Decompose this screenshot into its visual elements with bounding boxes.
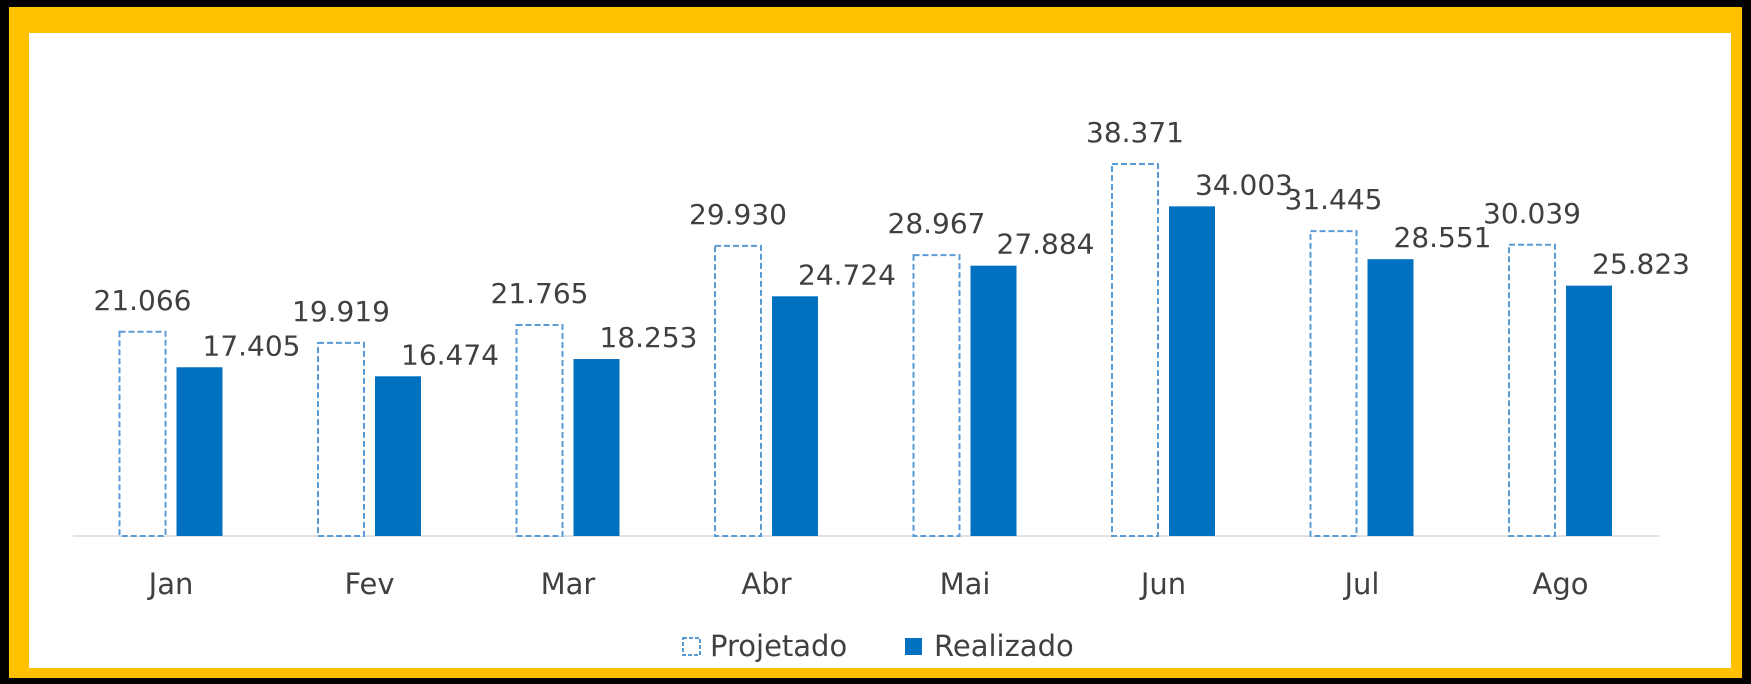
bar (1566, 285, 1612, 536)
data-label: 28.967 (888, 207, 986, 240)
data-label: 38.371 (1086, 116, 1184, 149)
x-tick-label: Ago (1533, 567, 1589, 601)
legend-swatch (905, 638, 922, 655)
data-label: 27.884 (997, 228, 1095, 261)
legend-swatch (682, 637, 701, 656)
data-label: 34.003 (1195, 168, 1293, 201)
x-tick-label: Mai (940, 567, 991, 601)
data-label: 21.765 (491, 277, 589, 310)
x-tick-label: Fev (344, 567, 394, 601)
bar (176, 367, 223, 536)
data-label: 19.919 (292, 295, 390, 328)
x-tick-label: Mar (541, 567, 596, 601)
data-label: 25.823 (1592, 248, 1690, 281)
bar (1367, 259, 1414, 536)
legend-label: Realizado (934, 629, 1074, 663)
panel (29, 33, 1731, 668)
bar (515, 323, 564, 538)
x-tick-label: Jan (147, 567, 194, 601)
bar (573, 359, 620, 536)
bar (970, 265, 1017, 536)
bar (1309, 230, 1358, 537)
data-label: 16.474 (401, 338, 499, 371)
bar (1508, 243, 1556, 537)
data-label: 18.253 (600, 321, 698, 354)
bar (912, 254, 961, 537)
bar (1111, 163, 1159, 537)
x-tick-label: Jun (1139, 567, 1186, 601)
data-label: 31.445 (1285, 183, 1383, 216)
data-label: 24.724 (798, 258, 896, 291)
bar (118, 330, 167, 537)
data-label: 28.551 (1394, 221, 1492, 254)
bar (714, 244, 762, 537)
x-tick-label: Jul (1343, 567, 1380, 601)
bar (375, 376, 421, 536)
data-label: 29.930 (689, 198, 787, 231)
bar (317, 341, 365, 537)
bar (1169, 206, 1215, 536)
data-label: 30.039 (1483, 197, 1581, 230)
bar (772, 296, 818, 536)
data-label: 17.405 (203, 329, 301, 362)
x-tick-label: Abr (741, 567, 791, 601)
data-label: 21.066 (94, 284, 192, 317)
legend-label: Projetado (710, 629, 847, 663)
